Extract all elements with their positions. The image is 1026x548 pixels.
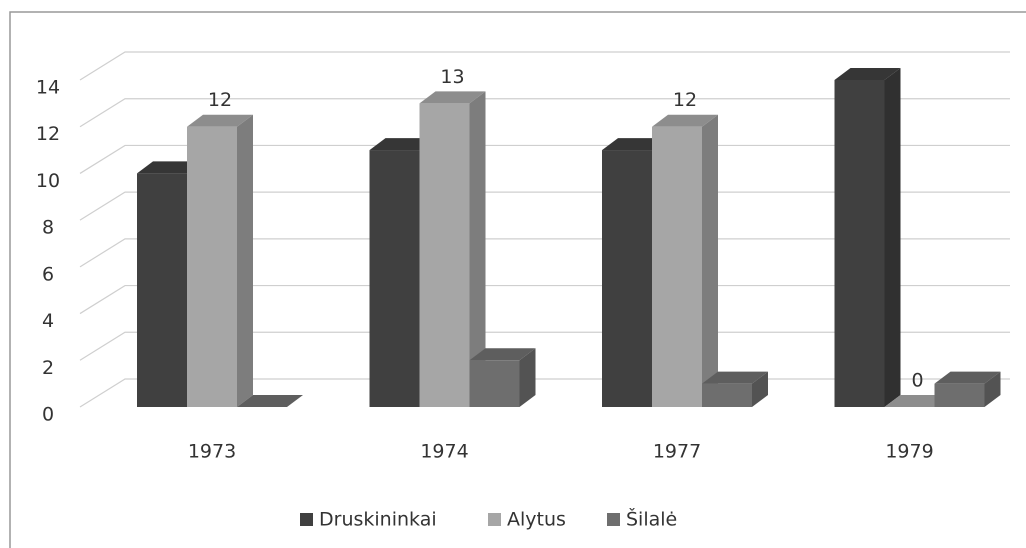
bar-side <box>519 348 536 407</box>
bar-side <box>984 371 1001 407</box>
legend-label: Šilalė <box>626 507 677 531</box>
bar-side <box>752 371 768 407</box>
bar-front <box>702 383 752 407</box>
x-tick-label: 1977 <box>653 441 701 463</box>
bar <box>702 371 768 407</box>
bar-side <box>884 68 901 407</box>
bar <box>187 114 253 407</box>
bar-front <box>602 150 652 408</box>
frame <box>9 11 1026 548</box>
bar-top <box>419 91 486 104</box>
bar <box>419 91 486 407</box>
bar-front <box>469 360 520 407</box>
bar <box>469 348 536 407</box>
bar <box>934 371 1001 407</box>
bar-top <box>934 371 1001 384</box>
legend-label: Alytus <box>507 509 566 531</box>
bar-side <box>469 91 486 407</box>
bar-front <box>419 103 470 407</box>
bar-top <box>834 68 901 80</box>
bar-top <box>602 138 668 151</box>
y-tick-label: 8 <box>42 217 54 239</box>
y-tick-label: 2 <box>42 357 54 379</box>
bar-top <box>369 138 436 151</box>
grid-line <box>79 51 1010 81</box>
bar-front <box>934 383 985 407</box>
bar <box>884 395 951 407</box>
bar <box>834 68 901 407</box>
data-label: 12 <box>673 89 697 111</box>
x-tick-label: 1973 <box>188 441 236 463</box>
bar <box>652 114 718 407</box>
bar-front <box>137 173 187 407</box>
bar-top <box>469 348 536 361</box>
bar-front <box>369 150 420 408</box>
x-tick-label: 1979 <box>885 441 933 463</box>
grid-line <box>79 98 1010 128</box>
data-label: 13 <box>440 66 464 88</box>
bar <box>237 395 303 407</box>
y-tick-label: 4 <box>42 310 54 332</box>
bar-top <box>237 395 303 407</box>
legend-swatch <box>607 513 620 526</box>
y-tick-label: 12 <box>36 123 60 145</box>
bar-top <box>137 161 203 174</box>
y-tick-label: 10 <box>36 170 60 192</box>
data-label: 12 <box>208 89 232 111</box>
bar-front <box>652 126 702 407</box>
bar-side <box>237 114 253 407</box>
bar-top <box>652 114 718 127</box>
y-tick-label: 0 <box>42 404 54 426</box>
bar-top <box>187 114 253 127</box>
bar-top <box>884 395 951 407</box>
x-tick-label: 1974 <box>420 441 468 463</box>
bar-top <box>702 371 768 384</box>
legend-swatch <box>488 513 501 526</box>
bar-front <box>834 80 885 407</box>
y-tick-label: 14 <box>36 77 60 99</box>
y-tick-label: 6 <box>42 263 54 285</box>
data-label: 0 <box>911 370 923 392</box>
bar-front <box>187 126 237 407</box>
bar-side <box>702 114 718 407</box>
legend-swatch <box>300 513 313 526</box>
legend-label: Druskininkai <box>319 509 437 531</box>
